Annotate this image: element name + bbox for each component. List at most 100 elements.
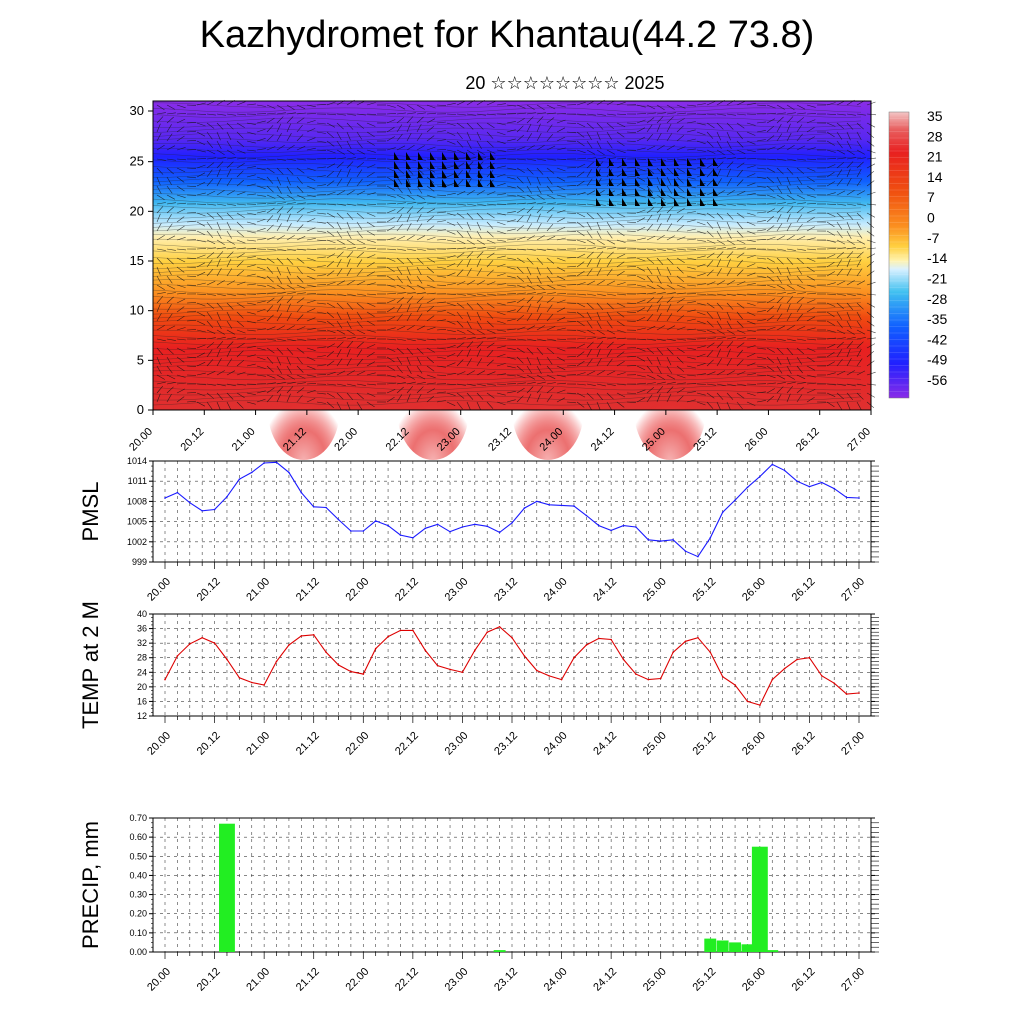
wind-barb — [636, 266, 646, 272]
wind-barb — [756, 400, 766, 403]
wind-barb — [386, 284, 396, 288]
wind-barb — [656, 313, 662, 322]
wind-barb — [696, 149, 706, 152]
wind-barb — [466, 149, 475, 156]
wind-barb — [766, 194, 776, 199]
wind-barb — [206, 359, 214, 367]
wind-barb — [866, 221, 875, 229]
wind-barb — [176, 167, 186, 173]
wind-barb — [646, 297, 655, 304]
wind-barb — [606, 140, 613, 149]
wind-barb — [706, 342, 715, 349]
wind-barb — [596, 383, 606, 387]
precip-bar — [766, 950, 779, 952]
wind-flag — [418, 161, 423, 169]
contour-line — [152, 173, 862, 179]
contour-line — [152, 107, 862, 113]
wind-barb — [856, 203, 866, 206]
wind-barb — [536, 167, 544, 175]
wind-barb — [786, 167, 794, 175]
x-tick-label: 21.12 — [294, 966, 322, 994]
data-point — [337, 518, 340, 521]
wind-barb — [186, 356, 197, 359]
wind-barb — [726, 348, 731, 358]
wind-barb — [496, 239, 506, 242]
wind-barb — [596, 140, 602, 150]
wind-barb — [416, 145, 425, 151]
wind-barb — [756, 130, 766, 133]
wind-flag — [635, 168, 640, 176]
wind-barb — [636, 248, 647, 250]
data-point — [474, 523, 476, 526]
wind-barb — [206, 157, 216, 160]
wind-barb — [306, 104, 316, 108]
wind-barb — [846, 302, 854, 310]
wind-barb — [456, 342, 465, 349]
wind-barb — [516, 347, 525, 354]
wind-barb — [746, 362, 756, 367]
wind-barb — [776, 325, 786, 331]
wind-barb — [776, 313, 783, 322]
wind-barb — [716, 401, 721, 411]
wind-barb — [286, 104, 295, 111]
wind-barb — [536, 206, 544, 214]
contour-line — [152, 284, 862, 290]
wind-flag — [609, 158, 614, 166]
wind-barb — [716, 122, 724, 130]
wind-barb — [486, 221, 494, 229]
wind-barb — [606, 349, 612, 358]
wind-barb — [466, 239, 475, 245]
wind-barb — [626, 230, 637, 232]
wind-barb — [506, 138, 516, 142]
wind-barb — [466, 258, 471, 268]
x-tick-label: 21.00 — [244, 966, 272, 994]
wind-barb — [276, 303, 282, 313]
data-point — [325, 506, 327, 509]
data-point — [374, 520, 377, 522]
wind-barb — [776, 104, 785, 110]
wind-barb — [546, 365, 554, 373]
wind-barb — [606, 401, 612, 410]
wind-barb — [776, 338, 786, 341]
wind-barb — [846, 122, 854, 130]
wind-barb — [546, 292, 556, 295]
wind-barb — [356, 401, 363, 410]
wind-barb — [736, 113, 746, 116]
wind-barb — [226, 280, 236, 286]
wind-barb — [276, 167, 284, 175]
wind-barb — [216, 212, 224, 220]
wind-barb — [496, 183, 506, 187]
wind-barb — [156, 132, 162, 142]
wind-barb — [706, 239, 716, 244]
wind-barb — [386, 389, 396, 394]
wind-barb — [306, 218, 316, 223]
wind-barb — [686, 391, 696, 394]
wind-barb — [426, 118, 436, 124]
wind-barb — [196, 262, 206, 268]
contour-line — [152, 238, 862, 244]
wind-barb — [736, 157, 746, 160]
wind-barb — [576, 261, 585, 268]
wind-barb — [726, 239, 735, 245]
wind-barb — [766, 298, 775, 304]
wind-barb — [536, 202, 546, 205]
wind-barb — [676, 298, 685, 304]
wind-barb — [726, 358, 732, 367]
wind-barb — [256, 328, 266, 331]
wind-barb — [846, 131, 851, 141]
wind-barb — [246, 149, 256, 152]
wind-barb — [176, 176, 185, 183]
x-tick-label: 22.00 — [343, 576, 371, 604]
wind-barb — [806, 389, 816, 394]
wind-barb — [256, 293, 267, 295]
wind-barb — [416, 266, 422, 276]
wind-barb — [656, 222, 662, 232]
wind-barb — [756, 104, 767, 107]
wind-barb — [636, 147, 646, 151]
wind-barb — [586, 320, 593, 329]
wind-barb — [666, 356, 672, 366]
wind-barb — [826, 102, 836, 106]
wind-barb — [176, 248, 187, 251]
contour-line — [152, 208, 862, 214]
wind-barb — [836, 358, 843, 367]
